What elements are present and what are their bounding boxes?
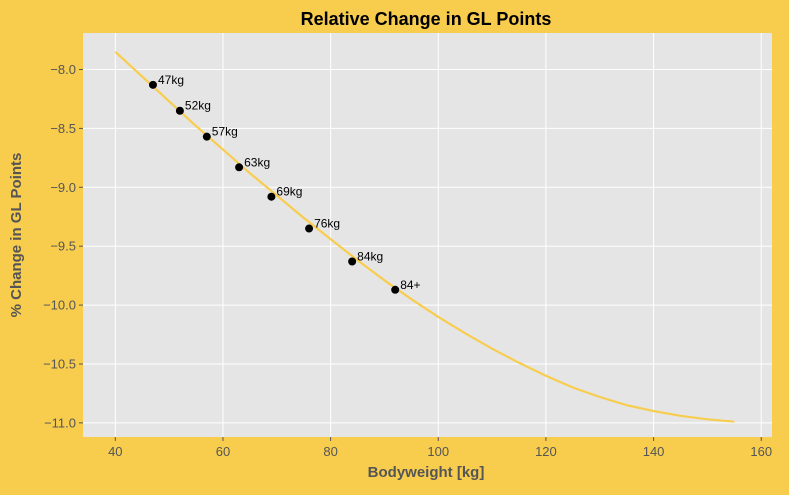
data-point (202, 132, 211, 141)
data-point-label: 76kg (314, 217, 340, 231)
data-point-label: 47kg (158, 73, 184, 87)
grid-lines (83, 33, 772, 437)
x-axis-label: Bodyweight [kg] (368, 464, 485, 481)
y-tick-label: −8.5 (50, 121, 76, 136)
data-point-label: 52kg (185, 99, 211, 113)
plot-area (83, 33, 772, 437)
y-tick-label: −10.0 (43, 298, 76, 313)
y-tick-label: −11.0 (44, 415, 76, 430)
data-point (391, 285, 400, 294)
y-tick-label: −10.5 (43, 356, 76, 371)
data-point-label: 84kg (357, 250, 383, 264)
x-tick-label: 160 (750, 444, 772, 459)
data-point-label: 84+ (400, 278, 420, 292)
x-tick-label: 60 (216, 444, 230, 459)
data-point-label: 63kg (244, 155, 270, 169)
y-axis-label: % Change in GL Points (8, 153, 25, 318)
data-point (175, 106, 184, 115)
curve-line (114, 50, 735, 423)
x-tick-label: 100 (427, 444, 449, 459)
x-tick-label: 140 (643, 444, 665, 459)
chart-title: Relative Change in GL Points (301, 9, 552, 29)
data-point (305, 224, 314, 233)
data-point (267, 192, 276, 201)
data-point-label: 57kg (212, 125, 238, 139)
y-tick-label: −8.0 (50, 62, 76, 77)
data-point (235, 163, 244, 172)
y-axis-ticks: −8.0 −8.5 −9.0 −9.5 −10.0 −10.5 −11.0 (43, 62, 83, 430)
y-tick-label: −9.5 (50, 239, 76, 254)
x-tick-label: 120 (535, 444, 557, 459)
x-tick-label: 40 (108, 444, 122, 459)
x-tick-label: 80 (323, 444, 337, 459)
data-point (148, 80, 157, 89)
data-point-label: 69kg (276, 185, 302, 199)
y-tick-label: −9.0 (50, 180, 76, 195)
data-point (348, 257, 357, 266)
x-axis-ticks: 40 60 80 100 120 140 160 (108, 437, 772, 459)
data-series (114, 50, 735, 423)
